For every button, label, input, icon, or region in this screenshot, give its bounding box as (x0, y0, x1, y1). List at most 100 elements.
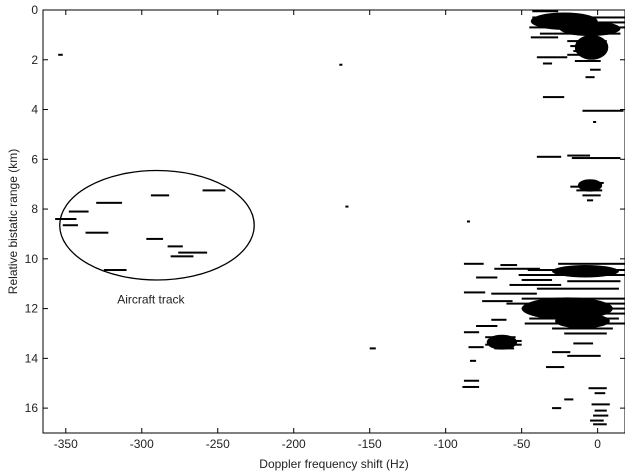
detection-mark-27 (573, 50, 604, 53)
detection-mark-34 (542, 96, 565, 99)
detection-mark-3 (96, 201, 123, 204)
detection-mark-2 (62, 224, 78, 227)
detection-mark-61 (521, 307, 625, 310)
clutter-blob-1 (559, 21, 621, 37)
detection-mark-11 (103, 269, 127, 272)
detection-mark-13 (339, 63, 343, 66)
detection-mark-86 (593, 414, 609, 417)
detection-mark-24 (530, 36, 559, 39)
detection-mark-17 (463, 379, 480, 382)
detection-mark-14 (345, 205, 349, 208)
x-tick-label: -300 (130, 437, 154, 451)
y-axis: 0 2 4 6 8 10 12 14 16 (25, 3, 625, 415)
detection-mark-65 (524, 322, 625, 325)
y-tick-label: 10 (25, 252, 39, 266)
detection-mark-69 (564, 332, 607, 335)
detection-mark-15 (369, 347, 376, 350)
x-tick-label: -350 (54, 437, 78, 451)
detection-mark-8 (170, 255, 194, 258)
detection-mark-38 (567, 154, 591, 157)
y-tick-label: 14 (25, 351, 39, 365)
y-tick-label: 8 (31, 202, 38, 216)
detection-mark-51 (476, 276, 498, 279)
x-tick-label: -100 (434, 437, 458, 451)
detection-mark-49 (527, 269, 625, 272)
detection-mark-30 (574, 60, 601, 63)
detection-mark-73 (494, 347, 515, 350)
clutter-blob-6 (555, 313, 610, 329)
detection-mark-80 (588, 387, 607, 390)
detection-mark-70 (485, 336, 516, 339)
clutter-blob-2 (574, 34, 609, 60)
clutter-blob-7 (486, 334, 518, 350)
detection-mark-40 (579, 181, 604, 184)
detection-mark-72 (485, 343, 522, 346)
x-tick-label: -50 (513, 437, 531, 451)
detection-mark-57 (491, 292, 537, 295)
detection-mark-53 (567, 280, 621, 283)
y-tick-label: 6 (31, 152, 38, 166)
detection-mark-39 (571, 157, 621, 160)
detection-mark-59 (482, 300, 513, 303)
detection-mark-71 (488, 339, 522, 342)
detection-mark-37 (536, 155, 562, 158)
detection-mark-6 (150, 194, 170, 197)
detection-mark-1 (68, 210, 89, 213)
detection-mark-62 (536, 312, 625, 315)
detection-mark-21 (533, 21, 625, 24)
plot-frame (42, 9, 625, 434)
detection-mark-45 (463, 262, 484, 265)
detection-mark-67 (552, 327, 613, 330)
detection-mark-58 (521, 297, 625, 300)
detection-mark-35 (582, 109, 624, 112)
detection-mark-44 (587, 199, 594, 202)
detection-mark-55 (536, 287, 619, 290)
aircraft-track-ellipse (59, 169, 255, 281)
detection-mark-41 (570, 185, 595, 188)
detection-mark-25 (567, 40, 607, 43)
x-tick-label: 0 (594, 437, 601, 451)
detection-mark-28 (567, 53, 604, 56)
detection-mark-85 (594, 409, 607, 412)
detection-mark-36 (593, 120, 597, 123)
detection-mark-82 (564, 398, 574, 401)
detection-mark-26 (570, 45, 607, 48)
data-marks (55, 10, 625, 426)
detection-mark-52 (521, 278, 553, 281)
x-axis-label: Doppler frequency shift (Hz) (259, 457, 408, 471)
y-tick-label: 2 (31, 53, 38, 67)
detection-mark-46 (500, 264, 518, 267)
detection-mark-42 (576, 189, 603, 192)
detection-mark-0 (55, 218, 77, 221)
detection-mark-87 (590, 419, 604, 422)
plot-area: Aircraft track (42, 9, 625, 434)
detection-mark-23 (539, 32, 621, 35)
y-tick-label: 4 (31, 103, 38, 117)
detection-mark-77 (567, 354, 601, 357)
detection-mark-64 (491, 318, 507, 321)
detection-mark-75 (573, 342, 594, 345)
detection-mark-5 (146, 237, 164, 240)
detection-mark-68 (463, 331, 480, 334)
detection-mark-10 (167, 245, 183, 248)
detection-mark-4 (85, 231, 109, 234)
detection-mark-18 (462, 385, 480, 388)
detection-mark-78 (470, 359, 477, 362)
detection-mark-54 (509, 283, 562, 286)
annotation-aircraft-track: Aircraft track (117, 293, 185, 307)
detection-mark-20 (532, 16, 625, 19)
detection-mark-56 (463, 291, 486, 294)
detection-mark-83 (591, 403, 610, 406)
detection-mark-16 (466, 220, 471, 223)
detection-mark-32 (590, 68, 601, 71)
detection-mark-60 (506, 302, 625, 305)
detection-mark-19 (532, 10, 559, 13)
detection-mark-12 (58, 53, 63, 56)
detection-mark-7 (202, 189, 226, 192)
detection-mark-74 (468, 346, 484, 349)
detection-mark-43 (582, 194, 601, 197)
detection-mark-76 (552, 351, 571, 354)
x-axis: -350 -300 -250 -200 -150 -100 -50 0 (54, 10, 601, 451)
detection-mark-79 (545, 366, 565, 369)
